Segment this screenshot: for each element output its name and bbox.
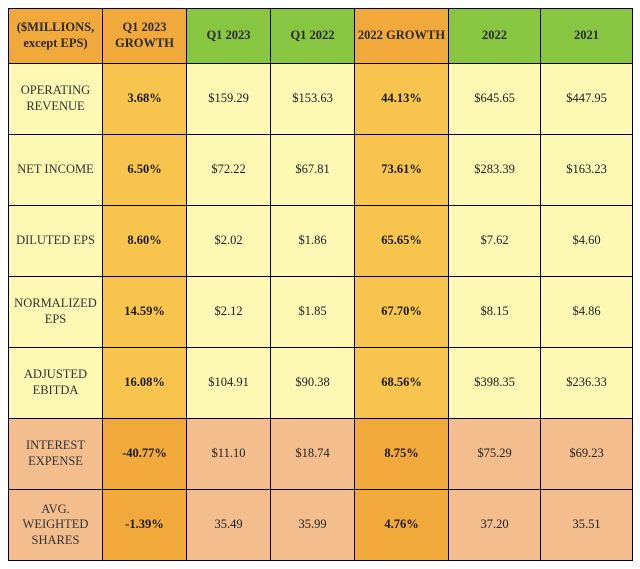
- table-row: ADJUSTED EBITDA16.08%$104.91$90.3868.56%…: [9, 348, 633, 419]
- fy-2022: $645.65: [449, 64, 541, 135]
- q1-2022: $1.86: [271, 206, 355, 277]
- fy-growth: 44.13%: [355, 64, 449, 135]
- row-label: NORMALIZED EPS: [9, 277, 103, 348]
- fy-2021: $69.23: [541, 419, 633, 490]
- q1-growth: -1.39%: [103, 490, 187, 561]
- fy-2022: 37.20: [449, 490, 541, 561]
- q1-2023: 35.49: [187, 490, 271, 561]
- q1-2022: $67.81: [271, 135, 355, 206]
- row-label: NET INCOME: [9, 135, 103, 206]
- fy-2022: $7.62: [449, 206, 541, 277]
- table-row: DILUTED EPS8.60%$2.02$1.8665.65%$7.62$4.…: [9, 206, 633, 277]
- q1-2023: $159.29: [187, 64, 271, 135]
- fy-2021: 35.51: [541, 490, 633, 561]
- q1-2022: $18.74: [271, 419, 355, 490]
- header-q1-2022: Q1 2022: [271, 9, 355, 64]
- header-2022-growth: 2022 GROWTH: [355, 9, 449, 64]
- fy-2022: $283.39: [449, 135, 541, 206]
- fy-2022: $8.15: [449, 277, 541, 348]
- fy-2022: $398.35: [449, 348, 541, 419]
- q1-2023: $104.91: [187, 348, 271, 419]
- fy-growth: 73.61%: [355, 135, 449, 206]
- table-row: OPERATING REVENUE3.68%$159.29$153.6344.1…: [9, 64, 633, 135]
- table-row: NET INCOME6.50%$72.22$67.8173.61%$283.39…: [9, 135, 633, 206]
- fy-2022: $75.29: [449, 419, 541, 490]
- q1-growth: 14.59%: [103, 277, 187, 348]
- row-label: OPERATING REVENUE: [9, 64, 103, 135]
- row-label: DILUTED EPS: [9, 206, 103, 277]
- fy-2021: $236.33: [541, 348, 633, 419]
- header-q1-growth: Q1 2023 GROWTH: [103, 9, 187, 64]
- table-row: INTEREST EXPENSE-40.77%$11.10$18.748.75%…: [9, 419, 633, 490]
- q1-growth: 8.60%: [103, 206, 187, 277]
- table-row: NORMALIZED EPS14.59%$2.12$1.8567.70%$8.1…: [9, 277, 633, 348]
- q1-2022: $1.85: [271, 277, 355, 348]
- fy-growth: 65.65%: [355, 206, 449, 277]
- fy-growth: 4.76%: [355, 490, 449, 561]
- header-row: ($MILLIONS, except EPS) Q1 2023 GROWTH Q…: [9, 9, 633, 64]
- q1-2023: $72.22: [187, 135, 271, 206]
- q1-2023: $11.10: [187, 419, 271, 490]
- fy-growth: 67.70%: [355, 277, 449, 348]
- row-label: AVG. WEIGHTED SHARES: [9, 490, 103, 561]
- table-body: OPERATING REVENUE3.68%$159.29$153.6344.1…: [9, 64, 633, 561]
- header-corner: ($MILLIONS, except EPS): [9, 9, 103, 64]
- q1-growth: 16.08%: [103, 348, 187, 419]
- financial-table: ($MILLIONS, except EPS) Q1 2023 GROWTH Q…: [8, 8, 633, 561]
- q1-2023: $2.12: [187, 277, 271, 348]
- q1-growth: 6.50%: [103, 135, 187, 206]
- header-2022: 2022: [449, 9, 541, 64]
- q1-2022: 35.99: [271, 490, 355, 561]
- fy-growth: 8.75%: [355, 419, 449, 490]
- row-label: INTEREST EXPENSE: [9, 419, 103, 490]
- fy-growth: 68.56%: [355, 348, 449, 419]
- fy-2021: $447.95: [541, 64, 633, 135]
- q1-2022: $153.63: [271, 64, 355, 135]
- header-q1-2023: Q1 2023: [187, 9, 271, 64]
- q1-2022: $90.38: [271, 348, 355, 419]
- fy-2021: $4.86: [541, 277, 633, 348]
- fy-2021: $163.23: [541, 135, 633, 206]
- header-2021: 2021: [541, 9, 633, 64]
- q1-2023: $2.02: [187, 206, 271, 277]
- fy-2021: $4.60: [541, 206, 633, 277]
- q1-growth: 3.68%: [103, 64, 187, 135]
- table-row: AVG. WEIGHTED SHARES-1.39%35.4935.994.76…: [9, 490, 633, 561]
- q1-growth: -40.77%: [103, 419, 187, 490]
- row-label: ADJUSTED EBITDA: [9, 348, 103, 419]
